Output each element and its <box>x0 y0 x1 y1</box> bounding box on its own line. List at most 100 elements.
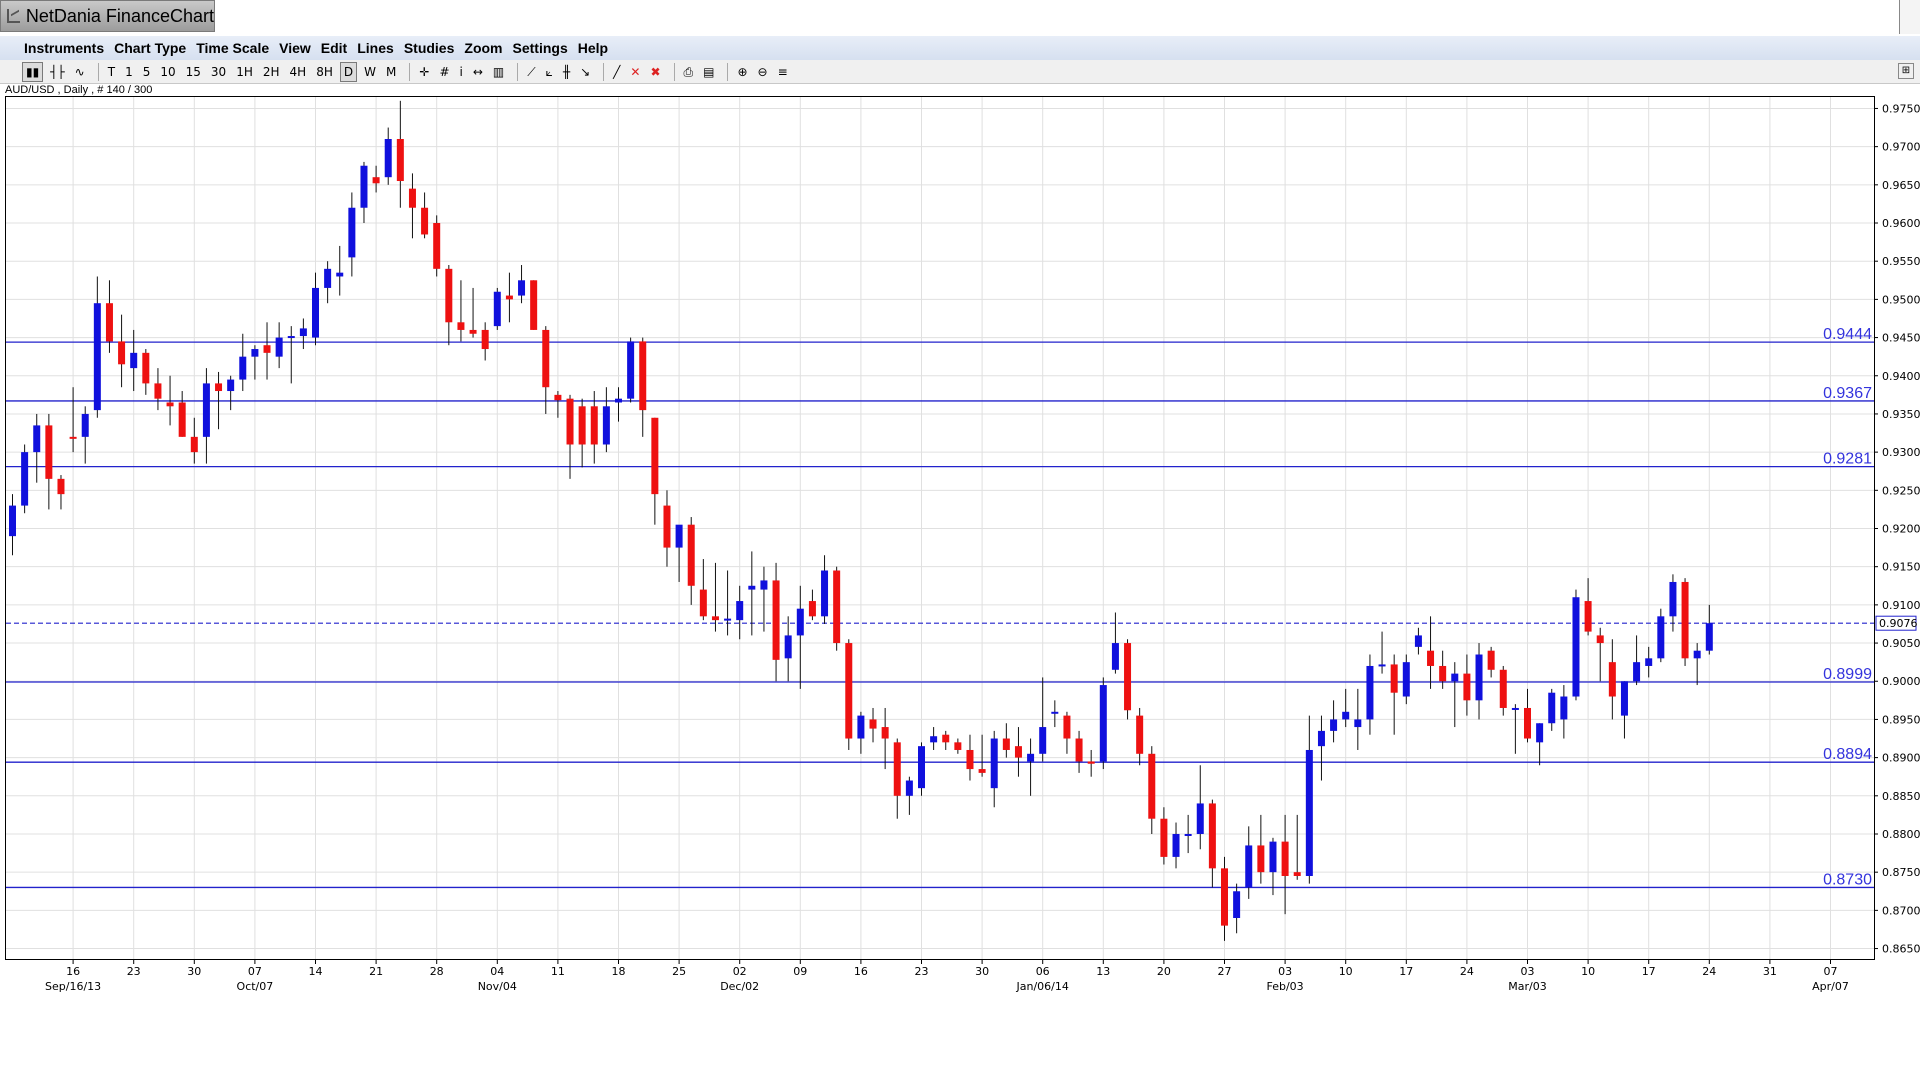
zoom-reset-icon[interactable]: ≡ <box>777 64 788 79</box>
zoom-in-icon[interactable]: ⊕ <box>737 64 748 79</box>
scroll-arrows-icon[interactable]: ↔ <box>472 64 483 79</box>
print-preview-icon[interactable]: ▤ <box>703 64 715 79</box>
candle-bull <box>615 398 622 403</box>
crosshair-icon[interactable]: ✛ <box>419 64 430 79</box>
timeframe-monthly[interactable]: M <box>386 64 397 79</box>
candle-bear <box>663 505 671 548</box>
level-label: 0.8999 <box>1823 666 1872 683</box>
candle-bull <box>130 352 138 369</box>
candle-bear <box>1439 665 1447 682</box>
candle-bear <box>542 329 550 388</box>
timeframe-5min[interactable]: 5 <box>142 64 151 79</box>
candle-bull <box>348 207 356 258</box>
trendline-icon[interactable]: ⟋ <box>527 64 536 79</box>
candle-bull <box>1572 597 1580 697</box>
timeframe-weekly[interactable]: W <box>364 64 377 79</box>
candle-bull <box>1366 665 1374 720</box>
y-tick-label: 0.9500 <box>1882 293 1920 306</box>
fan-lines-icon[interactable]: ⟀ <box>545 64 553 79</box>
candle-bull <box>748 585 756 590</box>
x-day-label: 18 <box>612 965 626 978</box>
y-tick-label: 0.8850 <box>1882 790 1920 803</box>
fibonacci-icon[interactable]: ╫ <box>562 64 571 79</box>
candle-bull <box>299 328 307 337</box>
x-day-label: 07 <box>248 965 262 978</box>
candle-bear <box>421 207 429 235</box>
line-chart-icon[interactable]: ∿ <box>74 64 85 79</box>
x-month-label: Jan/06/14 <box>1016 980 1069 993</box>
menu-zoom[interactable]: Zoom <box>464 40 503 56</box>
candle-bull <box>202 383 210 437</box>
window-corner-button[interactable] <box>1899 0 1920 34</box>
timeframe-2h[interactable]: 2H <box>262 64 280 79</box>
volume-icon[interactable]: ▥ <box>492 64 505 79</box>
x-day-label: 28 <box>430 965 444 978</box>
delete-icon[interactable]: ✕ <box>630 64 641 79</box>
candle-bear <box>1208 803 1216 869</box>
timeframe-30min[interactable]: 30 <box>210 64 227 79</box>
candle-bear <box>1221 868 1228 926</box>
menu-view[interactable]: View <box>279 40 311 56</box>
print-icon[interactable]: ⎙ <box>683 64 694 79</box>
ohlc-bar-chart-icon[interactable]: ┤├ <box>50 64 65 79</box>
timeframe-1h[interactable]: 1H <box>236 64 253 79</box>
candle-bear <box>687 524 695 586</box>
candle-bear <box>1681 581 1689 659</box>
candle-bull <box>1245 845 1253 888</box>
delete-all-icon[interactable]: ✖ <box>650 64 661 79</box>
candle-bull <box>1657 616 1665 659</box>
arrow-tool-icon[interactable]: ↘ <box>580 64 591 79</box>
candle-bull <box>239 356 247 380</box>
menu-instruments[interactable]: Instruments <box>24 40 105 56</box>
candle-bear <box>1390 664 1398 693</box>
timeframe-4h[interactable]: 4H <box>289 64 307 79</box>
menu-lines[interactable]: Lines <box>357 40 394 56</box>
candle-bear <box>1087 761 1095 764</box>
candle-bull <box>1051 711 1059 714</box>
timeframe-daily[interactable]: D <box>339 61 358 82</box>
candle-bear <box>1075 738 1083 762</box>
draw-line-icon[interactable]: ╱ <box>613 64 621 79</box>
timeframe-10min[interactable]: 10 <box>160 64 176 79</box>
menu-chart-type[interactable]: Chart Type <box>114 40 187 56</box>
horizontal-levels: 0.9444 0.9367 0.9281 0.8999 0.8894 0.8730 0.90… <box>6 326 1918 888</box>
candle-bear <box>978 769 986 773</box>
candle-bear <box>1136 715 1144 754</box>
x-day-label: 09 <box>793 965 807 978</box>
x-day-label: 02 <box>733 965 747 978</box>
chart-app-icon <box>7 9 20 23</box>
menu-help[interactable]: Help <box>577 40 609 56</box>
candle-bull <box>1172 833 1180 857</box>
timeframe-1min[interactable]: 1 <box>125 64 133 79</box>
menu-settings[interactable]: Settings <box>512 40 568 56</box>
grid-lines <box>6 97 1874 960</box>
y-tick-label: 0.9200 <box>1882 523 1920 536</box>
candle-bull <box>312 287 319 338</box>
y-tick-label: 0.9650 <box>1882 179 1920 192</box>
timeframe-tick[interactable]: T <box>107 64 116 79</box>
x-day-label: 23 <box>915 965 929 978</box>
candle-bear <box>845 643 853 739</box>
toolbar-separator <box>97 62 99 81</box>
timeframe-15min[interactable]: 15 <box>185 64 201 79</box>
x-month-label: Dec/02 <box>720 980 759 993</box>
y-tick-label: 0.8700 <box>1882 904 1920 917</box>
info-icon[interactable]: i <box>459 64 463 79</box>
candle-bear <box>869 719 877 729</box>
candlestick-chart-icon[interactable]: ▮▮ <box>22 61 44 82</box>
menu-studies[interactable]: Studies <box>403 40 455 56</box>
grid-icon[interactable]: # <box>439 64 450 79</box>
candle-bull <box>736 601 744 621</box>
menu-time-scale[interactable]: Time Scale <box>196 40 270 56</box>
candle-bull <box>1027 753 1035 762</box>
panel-toggle-icon[interactable]: ⊞ <box>1898 63 1914 79</box>
app-window-tab[interactable]: NetDania FinanceChart <box>0 0 215 32</box>
candles <box>9 100 1713 941</box>
timeframe-8h[interactable]: 8H <box>316 64 333 79</box>
candle-bull <box>602 406 610 445</box>
level-label: 0.9444 <box>1823 326 1872 343</box>
zoom-out-icon[interactable]: ⊖ <box>757 64 768 79</box>
x-day-label: 23 <box>127 965 141 978</box>
menu-edit[interactable]: Edit <box>320 40 348 56</box>
price-chart[interactable]: 0.9444 0.9367 0.9281 0.8999 0.8894 0.8730 0.90… <box>0 96 1920 1000</box>
